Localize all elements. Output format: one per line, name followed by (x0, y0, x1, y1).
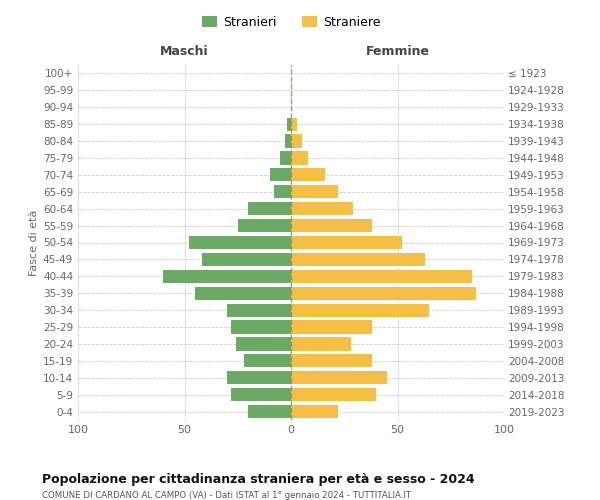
Bar (291, 219, 372, 232)
Bar (291, 304, 430, 316)
Bar (291, 152, 308, 164)
Bar (291, 134, 302, 147)
Bar (291, 371, 387, 384)
Text: Popolazione per cittadinanza straniera per età e sesso - 2024: Popolazione per cittadinanza straniera p… (42, 472, 475, 486)
Text: COMUNE DI CARDANO AL CAMPO (VA) - Dati ISTAT al 1° gennaio 2024 - TUTTITALIA.IT: COMUNE DI CARDANO AL CAMPO (VA) - Dati I… (42, 491, 411, 500)
Bar (189, 236, 291, 249)
Bar (280, 152, 291, 164)
Y-axis label: Fasce di età: Fasce di età (29, 210, 39, 276)
Bar (227, 371, 291, 384)
Bar (291, 405, 338, 418)
Bar (232, 388, 291, 401)
Bar (236, 338, 291, 350)
Bar (291, 236, 402, 249)
Text: Maschi: Maschi (160, 45, 209, 58)
Bar (291, 338, 350, 350)
Bar (287, 118, 291, 131)
Bar (291, 388, 376, 401)
Bar (291, 168, 325, 181)
Bar (163, 270, 291, 283)
Bar (291, 286, 476, 300)
Bar (232, 320, 291, 334)
Bar (291, 253, 425, 266)
Text: Femmine: Femmine (365, 45, 430, 58)
Legend: Stranieri, Straniere: Stranieri, Straniere (197, 11, 385, 34)
Bar (244, 354, 291, 368)
Bar (248, 202, 291, 215)
Bar (291, 185, 338, 198)
Bar (227, 304, 291, 316)
Bar (291, 270, 472, 283)
Bar (195, 286, 291, 300)
Bar (291, 202, 353, 215)
Bar (202, 253, 291, 266)
Bar (274, 185, 291, 198)
Bar (284, 134, 291, 147)
Bar (291, 354, 372, 368)
Bar (291, 118, 298, 131)
Bar (238, 219, 291, 232)
Bar (291, 320, 372, 334)
Bar (248, 405, 291, 418)
Bar (270, 168, 291, 181)
